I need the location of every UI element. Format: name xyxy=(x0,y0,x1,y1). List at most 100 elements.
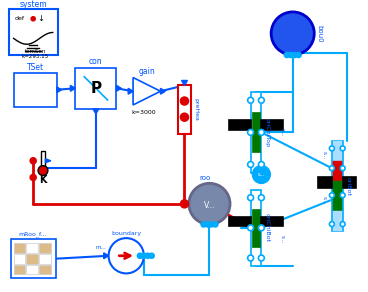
Circle shape xyxy=(284,53,289,58)
Bar xyxy=(333,161,342,181)
Polygon shape xyxy=(70,85,75,91)
Text: m...: m... xyxy=(96,246,107,251)
Bar xyxy=(252,209,261,247)
Circle shape xyxy=(296,53,301,58)
Bar xyxy=(229,120,251,130)
Text: k=3000: k=3000 xyxy=(131,110,156,115)
Polygon shape xyxy=(93,109,99,114)
Text: system: system xyxy=(20,0,47,8)
Circle shape xyxy=(292,53,297,58)
Circle shape xyxy=(189,183,230,225)
Circle shape xyxy=(248,225,254,231)
Circle shape xyxy=(181,200,188,208)
Text: s...: s... xyxy=(279,128,284,136)
Bar xyxy=(343,177,356,188)
Circle shape xyxy=(329,166,334,171)
Bar xyxy=(14,265,25,274)
Circle shape xyxy=(252,166,270,183)
Circle shape xyxy=(149,253,154,258)
Polygon shape xyxy=(116,85,121,91)
Polygon shape xyxy=(57,87,61,93)
Circle shape xyxy=(258,161,264,167)
Circle shape xyxy=(288,53,293,58)
Circle shape xyxy=(258,129,264,135)
Circle shape xyxy=(30,175,36,180)
Circle shape xyxy=(209,222,214,227)
Circle shape xyxy=(201,222,206,227)
Polygon shape xyxy=(133,78,160,105)
Circle shape xyxy=(141,253,146,258)
Circle shape xyxy=(340,146,345,151)
Text: s...: s... xyxy=(322,196,326,204)
Circle shape xyxy=(258,97,264,103)
Text: oriChiBot: oriChiBot xyxy=(265,213,270,242)
Text: k=293.15: k=293.15 xyxy=(22,55,49,60)
Text: ↓: ↓ xyxy=(38,14,45,23)
Circle shape xyxy=(329,193,334,198)
Bar xyxy=(39,265,51,274)
Bar xyxy=(11,239,56,278)
Circle shape xyxy=(258,225,264,231)
Bar xyxy=(26,254,38,264)
Text: temSen: temSen xyxy=(24,48,46,54)
Text: bou0: bou0 xyxy=(316,25,322,42)
Circle shape xyxy=(30,158,36,164)
Bar xyxy=(251,92,261,173)
Text: P: P xyxy=(90,81,102,96)
Bar xyxy=(39,243,51,253)
Circle shape xyxy=(340,193,345,198)
Circle shape xyxy=(258,255,264,261)
Text: gain: gain xyxy=(138,67,155,76)
Bar xyxy=(14,73,57,107)
Bar xyxy=(75,68,116,109)
Circle shape xyxy=(181,113,188,121)
Text: oriChiTop: oriChiTop xyxy=(265,118,270,147)
Bar xyxy=(178,85,191,134)
Circle shape xyxy=(213,222,218,227)
Circle shape xyxy=(340,166,345,171)
Text: def: def xyxy=(15,16,25,21)
Polygon shape xyxy=(160,88,165,94)
Circle shape xyxy=(258,195,264,201)
Circle shape xyxy=(31,17,35,21)
Circle shape xyxy=(248,129,254,135)
Bar xyxy=(333,181,342,211)
Bar xyxy=(39,254,51,264)
Bar xyxy=(318,177,332,188)
Circle shape xyxy=(138,253,142,258)
Bar xyxy=(9,9,58,55)
Polygon shape xyxy=(104,253,109,259)
Bar xyxy=(26,243,38,253)
Circle shape xyxy=(248,97,254,103)
Circle shape xyxy=(205,222,210,227)
Bar xyxy=(261,217,283,226)
Text: s...: s... xyxy=(258,172,265,177)
Polygon shape xyxy=(181,81,187,85)
Text: mRoo_f...: mRoo_f... xyxy=(19,231,47,237)
Bar xyxy=(252,112,261,152)
Text: preHea: preHea xyxy=(193,98,198,121)
Circle shape xyxy=(248,255,254,261)
Bar xyxy=(333,141,342,161)
Text: s...: s... xyxy=(322,151,326,159)
Circle shape xyxy=(181,97,188,105)
Bar xyxy=(333,211,342,231)
Polygon shape xyxy=(45,159,51,163)
Circle shape xyxy=(271,12,314,55)
Circle shape xyxy=(329,222,334,227)
Circle shape xyxy=(248,161,254,167)
Circle shape xyxy=(109,238,144,273)
Polygon shape xyxy=(128,88,133,94)
Circle shape xyxy=(248,195,254,201)
Text: TSet: TSet xyxy=(26,63,44,72)
Text: roo: roo xyxy=(199,175,210,181)
Text: oriBot: oriBot xyxy=(346,177,351,196)
Bar xyxy=(332,141,343,231)
Text: V...: V... xyxy=(204,201,215,210)
Circle shape xyxy=(329,146,334,151)
Bar xyxy=(26,265,38,274)
Text: s...: s... xyxy=(279,235,284,243)
Bar xyxy=(251,190,261,265)
Text: K: K xyxy=(39,175,47,185)
Circle shape xyxy=(145,253,150,258)
